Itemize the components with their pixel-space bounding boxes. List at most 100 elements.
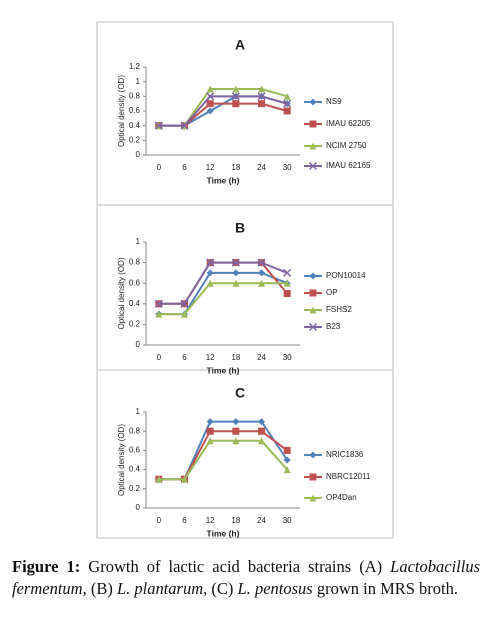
series-line xyxy=(158,95,288,127)
marker xyxy=(206,85,214,93)
y-tick-label: 0.2 xyxy=(129,135,141,144)
marker xyxy=(283,446,291,454)
caption-text: Growth of lactic acid bacteria strains (… xyxy=(80,557,391,576)
marker xyxy=(283,466,291,474)
marker xyxy=(258,100,265,108)
marker xyxy=(155,310,163,318)
marker xyxy=(283,99,292,108)
marker xyxy=(258,85,265,93)
x-tick-label: 18 xyxy=(231,353,240,362)
marker xyxy=(231,92,240,101)
legend-marker xyxy=(309,98,317,106)
x-tick-label: 6 xyxy=(182,163,187,172)
caption-text: , (C) xyxy=(203,579,238,598)
series-line xyxy=(158,430,288,481)
caption: Figure 1: Growth of lactic acid bacteria… xyxy=(12,556,480,600)
legend-marker xyxy=(309,272,317,280)
caption-text: L. plantarum xyxy=(116,579,204,598)
legend-marker xyxy=(309,142,317,150)
marker xyxy=(232,437,240,445)
y-tick-label: 1 xyxy=(136,237,141,246)
caption-text: Lactobacillus fermentum xyxy=(12,557,480,598)
marker xyxy=(206,258,215,267)
panel-title: B xyxy=(235,220,245,236)
y-tick-label: 1 xyxy=(136,407,141,416)
y-tick-label: 0.4 xyxy=(129,465,141,474)
marker xyxy=(257,92,266,101)
marker xyxy=(206,418,214,426)
marker xyxy=(206,269,214,277)
marker xyxy=(206,92,215,101)
x-tick-label: 0 xyxy=(157,516,162,525)
legend-label: OP xyxy=(326,288,338,297)
x-tick-label: 12 xyxy=(206,353,215,362)
marker xyxy=(232,100,240,108)
legend-label: IMAU 62165 xyxy=(326,161,371,170)
x-tick-label: 30 xyxy=(283,516,292,525)
marker xyxy=(283,107,291,115)
marker xyxy=(181,475,188,483)
legend-marker xyxy=(309,289,317,297)
series-line xyxy=(158,439,288,481)
series-line xyxy=(158,271,288,316)
y-tick-label: 0.4 xyxy=(129,121,141,130)
marker xyxy=(206,107,214,115)
y-axis-label: Optical density (OD) xyxy=(117,424,126,496)
marker xyxy=(258,418,265,426)
figure: A 0 0.2 0.4 0.6 0.8 1 1.2 0 6 12 18 24 30 Optical dens… xyxy=(96,21,394,539)
legend-label: PON10014 xyxy=(326,271,366,280)
marker xyxy=(258,427,265,435)
x-tick-label: 24 xyxy=(257,516,266,525)
x-tick-label: 6 xyxy=(182,353,187,362)
x-tick-label: 12 xyxy=(206,516,215,525)
marker xyxy=(232,427,240,435)
marker xyxy=(283,268,292,277)
series-line xyxy=(158,95,288,127)
marker xyxy=(180,121,189,130)
x-tick-label: 24 xyxy=(257,353,266,362)
x-tick-label: 18 xyxy=(231,516,240,525)
caption-text: grown in MRS broth. xyxy=(312,579,459,598)
series-line xyxy=(158,261,288,305)
y-tick-label: 0 xyxy=(136,503,141,512)
marker xyxy=(232,418,240,426)
marker xyxy=(258,437,265,445)
y-tick-label: 1.2 xyxy=(129,62,141,71)
caption-label: Figure 1: xyxy=(12,557,81,576)
panel-title: A xyxy=(235,37,245,53)
y-tick-label: 0.6 xyxy=(129,106,141,115)
marker xyxy=(154,299,163,308)
series-line xyxy=(158,102,288,127)
legend-marker xyxy=(309,451,317,459)
marker xyxy=(206,100,214,108)
y-tick-label: 0.2 xyxy=(129,484,141,493)
x-tick-label: 18 xyxy=(231,163,240,172)
y-tick-label: 0.8 xyxy=(129,258,141,267)
x-tick-label: 30 xyxy=(283,353,292,362)
legend-label: NBRC12011 xyxy=(326,472,371,481)
legend-label: B23 xyxy=(326,322,341,331)
x-tick-label: 24 xyxy=(257,163,266,172)
series-line xyxy=(158,88,288,127)
legend-label: IMAU 62205 xyxy=(326,119,371,128)
x-tick-label: 0 xyxy=(157,163,162,172)
legend-label: OP4Dan xyxy=(326,493,357,502)
legend-marker xyxy=(308,161,318,171)
marker xyxy=(232,269,240,277)
marker xyxy=(181,310,188,318)
marker xyxy=(257,258,266,267)
y-tick-label: 0.8 xyxy=(129,426,141,435)
y-tick-label: 0.2 xyxy=(129,320,141,329)
legend-label: NCIM 2750 xyxy=(326,141,367,150)
x-tick-label: 12 xyxy=(206,163,215,172)
legend-label: FSHS2 xyxy=(326,305,352,314)
y-tick-label: 1 xyxy=(136,77,141,86)
x-axis-label: Time (h) xyxy=(207,175,240,185)
x-axis-label: Time (h) xyxy=(207,365,240,375)
marker xyxy=(206,437,214,445)
legend-marker xyxy=(308,322,318,332)
marker xyxy=(231,258,240,267)
y-axis-label: Optical density (OD) xyxy=(117,257,126,329)
y-tick-label: 0 xyxy=(136,340,141,349)
x-axis-label: Time (h) xyxy=(207,528,240,538)
